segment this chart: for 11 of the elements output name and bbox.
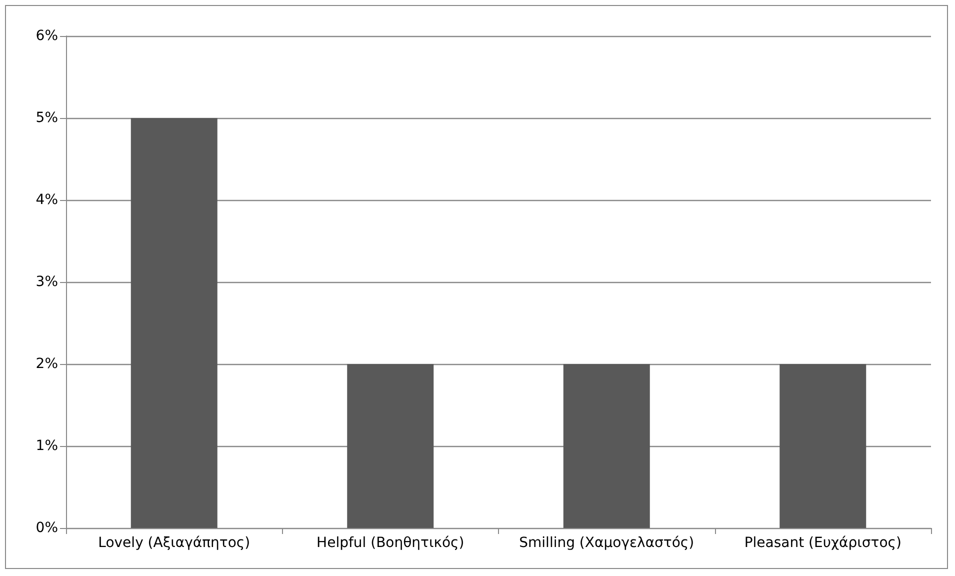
y-tick-label: 6% (36, 28, 58, 44)
y-tick-label: 1% (36, 438, 58, 454)
x-tick-label: Lovely (Αξιαγάπητος) (98, 535, 250, 551)
y-tick-label: 5% (36, 110, 58, 126)
x-tick-label: Pleasant (Ευχάριστος) (744, 535, 902, 551)
y-tick-label: 4% (36, 192, 58, 208)
y-tick-label: 3% (36, 274, 58, 290)
x-tick-label: Smilling (Χαμογελαστός) (519, 535, 694, 551)
y-tick-label: 0% (36, 520, 58, 536)
x-tick-label: Helpful (Βοηθητικός) (316, 535, 464, 551)
y-tick-label: 2% (36, 356, 58, 372)
